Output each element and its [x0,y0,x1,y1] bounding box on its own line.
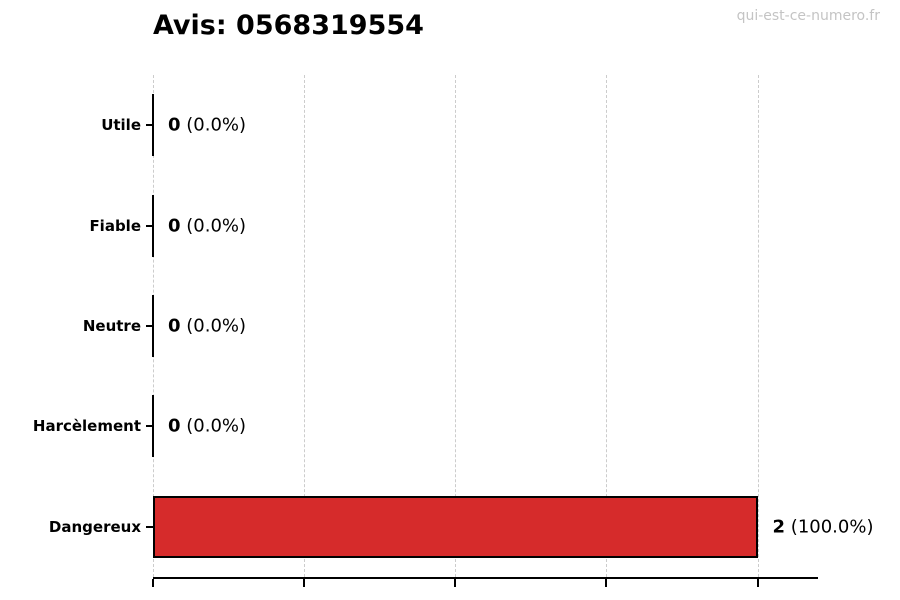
x-axis-tick [756,579,759,587]
x-axis-tick [303,579,306,587]
gridline [606,75,608,577]
plot-area: Utile 0 (0.0%) Fiable 0 (0.0%) Neutre 0 … [33,75,873,587]
category-label: Fiable [89,216,141,235]
bar [152,94,154,157]
y-axis-tick [146,324,153,327]
category-label: Harcèlement [32,417,141,436]
value-count: 0 [168,215,181,237]
value-label: 0 (0.0%) [168,416,246,437]
value-percent: (0.0%) [186,215,247,237]
bars-layer: Utile 0 (0.0%) Fiable 0 (0.0%) Neutre 0 … [33,75,873,577]
bar [152,395,154,458]
value-count: 0 [168,114,181,136]
category-label: Neutre [82,316,141,335]
value-percent: (100.0%) [790,516,874,538]
y-axis-tick [146,525,153,528]
bar-row-neutre: Neutre 0 (0.0%) [83,276,818,376]
y-axis-tick [146,425,153,428]
bar-row-fiable: Fiable 0 (0.0%) [89,175,818,275]
x-axis-tick [605,579,608,587]
value-label: 0 (0.0%) [168,215,246,236]
category-label: Utile [101,116,141,135]
bar [152,294,154,357]
value-percent: (0.0%) [186,415,247,437]
x-axis-tick [454,579,457,587]
watermark-text: qui-est-ce-numero.fr [736,8,880,24]
category-label: Dangereux [48,517,141,536]
xticks-layer [152,75,818,587]
bar-row-utile: Utile 0 (0.0%) [101,75,818,175]
value-count: 2 [772,516,786,538]
y-axis-tick [146,224,153,227]
gridline [757,75,759,577]
bar-row-dangereux: Dangereux 2 (100.0%) [49,477,873,577]
value-percent: (0.0%) [186,315,247,337]
value-percent: (0.0%) [186,114,247,136]
y-axis-tick [146,124,153,127]
value-count: 0 [168,415,181,437]
bar [152,194,154,257]
bar [153,495,758,558]
value-label: 0 (0.0%) [168,115,246,136]
chart-title: Avis: 0568319554 [153,10,424,41]
value-label: 0 (0.0%) [168,315,246,336]
bar-row-harcelement: Harcèlement 0 (0.0%) [33,376,818,476]
gridline [455,75,457,577]
x-axis-tick [152,579,154,587]
value-count: 0 [168,315,181,337]
value-label: 2 (100.0%) [773,516,874,537]
gridline [304,75,306,577]
